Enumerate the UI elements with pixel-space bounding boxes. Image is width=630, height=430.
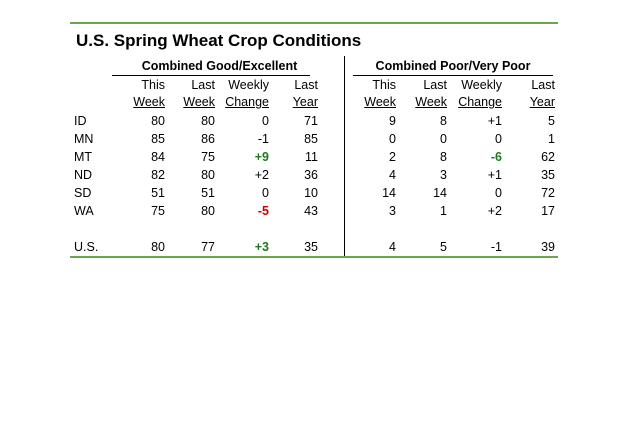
cell-good-col1: 80 [201,204,215,218]
cell-good-col2: +3 [254,240,269,254]
cell-poor-col3: 72 [541,186,555,200]
cell-poor-col0: 0 [389,132,396,146]
row-label: MN [74,132,94,146]
column-header-poor-0: This Week [336,77,396,111]
cell-good-col3: 10 [304,186,318,200]
cell-good-col1: 77 [201,240,215,254]
column-header-bottom: Year [292,95,318,109]
column-header-bottom: Change [225,95,269,109]
cell-poor-col1: 5 [440,240,447,254]
cell-good-col2: -1 [257,132,269,146]
group-underline-good [112,75,310,76]
column-header-top: Last [423,78,447,92]
cell-good-col0: 80 [151,114,165,128]
column-header-good-2: Weekly Change [209,77,269,111]
cell-poor-col1: 8 [440,150,447,164]
row-label: WA [74,204,94,218]
cell-poor-col2: -1 [490,240,502,254]
cell-poor-col0: 4 [389,240,396,254]
cell-good-col3: 43 [304,204,318,218]
column-header-top: Last [191,78,215,92]
cell-good-col0: 75 [151,204,165,218]
cell-good-col2: 0 [262,114,269,128]
cell-good-col1: 75 [201,150,215,164]
group-underline-poor [353,75,553,76]
cell-poor-col0: 4 [389,168,396,182]
cell-good-col3: 35 [304,240,318,254]
cell-poor-col2: +1 [487,168,502,182]
cell-good-col2: -5 [257,204,269,218]
cell-poor-col2: +1 [487,114,502,128]
cell-poor-col2: +2 [487,204,502,218]
cell-poor-col0: 3 [389,204,396,218]
column-header-bottom: Week [133,95,165,109]
row-label: ND [74,168,93,182]
cell-good-col0: 84 [151,150,165,164]
column-header-poor-2: Weekly Change [442,77,502,111]
cell-poor-col0: 14 [382,186,396,200]
cell-good-col2: +2 [254,168,269,182]
column-divider [344,56,345,256]
cell-good-col0: 80 [151,240,165,254]
bottom-rule [70,256,558,258]
cell-poor-col1: 8 [440,114,447,128]
column-header-top: This [372,78,396,92]
column-header-bottom: Change [458,95,502,109]
cell-poor-col3: 62 [541,150,555,164]
cell-good-col1: 86 [201,132,215,146]
cell-good-col0: 82 [151,168,165,182]
cell-good-col1: 80 [201,114,215,128]
top-rule [70,22,558,24]
cell-good-col3: 11 [305,150,318,164]
cell-poor-col2: 0 [495,132,502,146]
cell-poor-col0: 2 [389,150,396,164]
row-label: SD [74,186,92,200]
cell-good-col0: 51 [151,186,165,200]
cell-poor-col3: 1 [548,132,555,146]
column-header-top: Weekly [228,78,269,92]
column-header-good-3: Last Year [258,77,318,111]
cell-poor-col1: 3 [440,168,447,182]
cell-good-col1: 51 [201,186,215,200]
cell-good-col3: 85 [304,132,318,146]
row-label: MT [74,150,93,164]
cell-good-col0: 85 [151,132,165,146]
cell-poor-col1: 14 [433,186,447,200]
column-header-bottom: Year [529,95,555,109]
cell-poor-col3: 35 [541,168,555,182]
cell-poor-col3: 17 [541,204,555,218]
column-header-good-1: Last Week [155,77,215,111]
column-header-bottom: Week [415,95,447,109]
cell-poor-col3: 39 [541,240,555,254]
column-header-bottom: Week [364,95,396,109]
table-title: U.S. Spring Wheat Crop Conditions [76,31,362,50]
group-header-poor-very-poor: Combined Poor/Very Poor [375,59,531,73]
cell-poor-col1: 0 [440,132,447,146]
row-label: ID [74,114,87,128]
cell-poor-col0: 9 [389,114,396,128]
column-header-top: Weekly [461,78,502,92]
cell-poor-col2: 0 [495,186,502,200]
row-label: U.S. [74,240,99,254]
cell-good-col2: +9 [254,150,269,164]
cell-poor-col3: 5 [548,114,555,128]
column-header-bottom: Week [183,95,215,109]
cell-poor-col2: -6 [490,150,502,164]
cell-good-col2: 0 [262,186,269,200]
column-header-top: Last [531,78,555,92]
column-header-poor-3: Last Year [495,77,555,111]
cell-poor-col1: 1 [440,204,447,218]
column-header-top: Last [294,78,318,92]
cell-good-col1: 80 [201,168,215,182]
group-header-good-excellent: Combined Good/Excellent [141,59,298,73]
cell-good-col3: 36 [304,168,318,182]
cell-good-col3: 71 [304,114,318,128]
column-header-good-0: This Week [105,77,165,111]
column-header-poor-1: Last Week [387,77,447,111]
column-header-top: This [141,78,165,92]
